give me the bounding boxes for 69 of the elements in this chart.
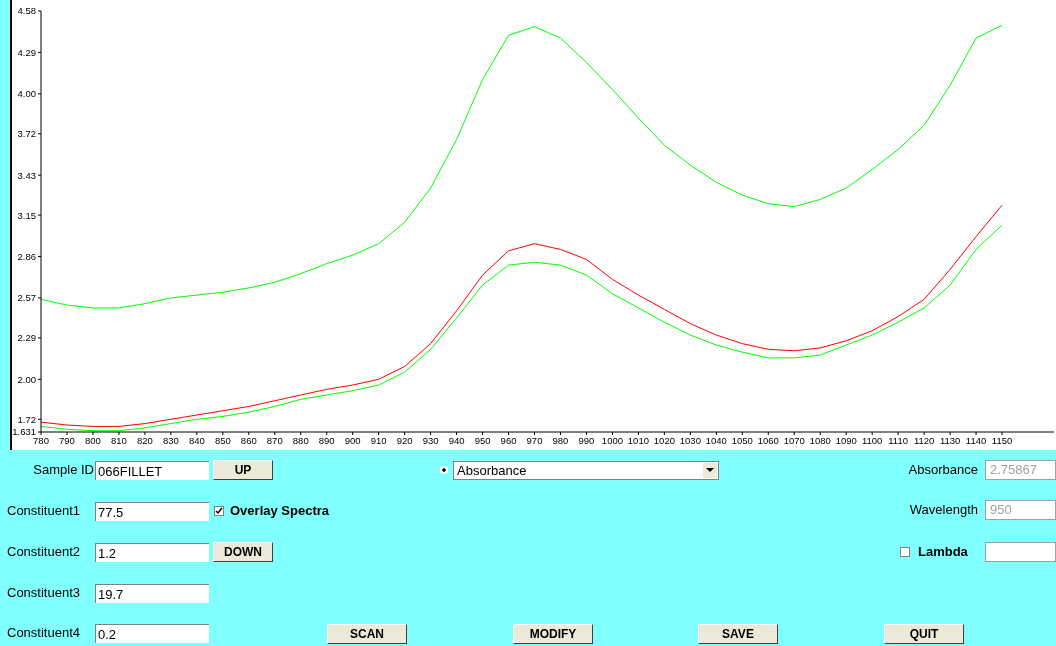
y-tick-label: 4.00: [17, 88, 36, 100]
y-tick-label: 1.631: [12, 426, 36, 438]
y-tick-label: 3.72: [17, 128, 36, 140]
y-tick-label: 2.86: [17, 250, 36, 262]
x-tick-label: 990: [578, 434, 595, 446]
text: QUIT: [884, 624, 964, 644]
x-tick-label: 1100: [861, 434, 883, 446]
text: UP: [213, 460, 273, 480]
text: Overlay Spectra: [230, 503, 330, 518]
x-tick-label: 1070: [783, 434, 805, 446]
text: 950: [985, 500, 1056, 520]
x-tick-label: 860: [240, 434, 257, 446]
x-tick-label: 1120: [913, 434, 935, 446]
x-tick-label: 870: [266, 434, 283, 446]
text: Constituent3: [7, 585, 81, 600]
x-tick-label: 790: [59, 434, 75, 446]
text: DOWN: [213, 542, 273, 562]
text: Lambda: [918, 544, 968, 559]
x-tick-label: 880: [292, 434, 309, 446]
x-tick-label: 1010: [627, 434, 649, 446]
x-tick-label: 1040: [705, 434, 727, 446]
x-tick-label: 840: [188, 434, 205, 446]
text: Sample ID: [32, 462, 94, 477]
y-tick-label: 2.57: [17, 292, 36, 304]
x-tick-label: 890: [318, 434, 335, 446]
text: Absorbance: [907, 462, 978, 477]
y-tick-label: 3.43: [17, 169, 36, 181]
text: MODIFY: [513, 624, 593, 644]
text: Constituent4: [7, 625, 81, 640]
x-tick-label: 810: [110, 434, 127, 446]
x-tick-label: 1060: [757, 434, 779, 446]
x-tick-label: 940: [448, 434, 465, 446]
line-series: [41, 24, 1003, 309]
x-tick-label: 1130: [939, 434, 961, 446]
y-tick-label: 2.00: [17, 373, 36, 385]
x-tick-label: 1000: [601, 434, 624, 446]
x-tick-label: 1140: [965, 434, 987, 446]
text: Absorbance: [453, 461, 719, 480]
x-tick-label: 820: [136, 434, 153, 446]
x-tick-label: 1020: [653, 434, 675, 446]
x-tick-label: 1110: [888, 434, 909, 446]
x-tick-label: 980: [552, 434, 569, 446]
text: 2.75867: [985, 460, 1056, 480]
y-tick-label: 1.72: [17, 413, 36, 425]
x-tick-label: 970: [526, 434, 543, 446]
text: Constituent2: [7, 544, 81, 559]
y-tick-label: 4.29: [17, 46, 36, 58]
x-tick-label: 1030: [679, 434, 701, 446]
x-tick-label: 960: [500, 434, 517, 446]
y-tick-label: 4.58: [17, 5, 36, 17]
x-tick-label: 1150: [991, 434, 1013, 446]
x-tick-label: 800: [85, 434, 101, 446]
x-tick-label: 780: [33, 434, 49, 446]
text: Constituent1: [7, 503, 81, 518]
x-tick-label: 930: [422, 434, 439, 446]
text: SAVE: [698, 624, 778, 644]
text: SCAN: [327, 624, 407, 644]
x-tick-label: 910: [370, 434, 387, 446]
x-tick-label: 920: [396, 434, 413, 446]
x-tick-label: 1080: [809, 434, 831, 446]
x-tick-label: 830: [162, 434, 179, 446]
y-tick-label: 3.15: [17, 209, 36, 221]
x-tick-label: 1090: [835, 434, 857, 446]
text: Wavelength: [908, 502, 978, 517]
x-tick-label: 900: [344, 434, 361, 446]
y-tick-label: 2.29: [17, 332, 36, 344]
x-tick-label: 850: [214, 434, 231, 446]
x-tick-label: 1050: [731, 434, 753, 446]
x-tick-label: 950: [474, 434, 491, 446]
